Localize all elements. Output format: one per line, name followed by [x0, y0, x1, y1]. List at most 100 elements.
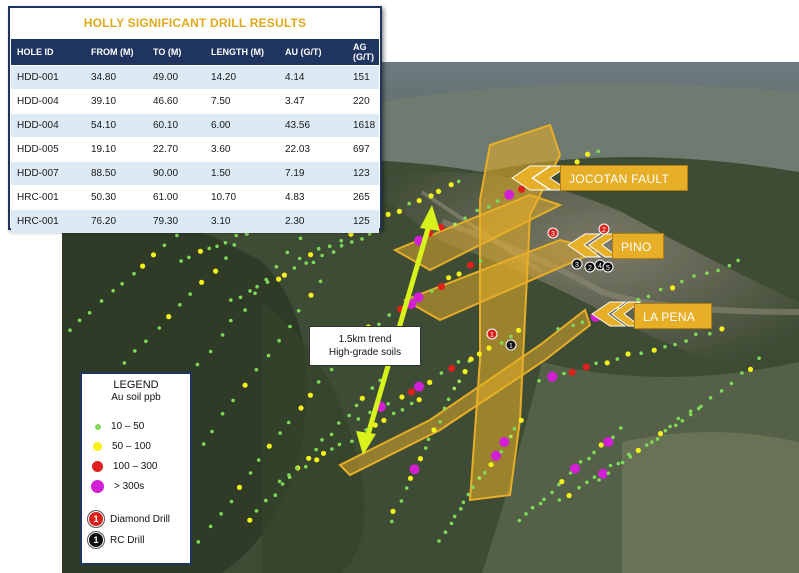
table-cell: HDD-007: [11, 161, 85, 186]
soil-sample-dot: [292, 266, 297, 270]
column-header: TO (M): [147, 39, 205, 66]
soil-sample-dot: [448, 182, 454, 188]
table-cell: 50.30: [85, 185, 147, 210]
legend-drill-label: Diamond Drill: [110, 513, 171, 525]
soil-sample-dot: [304, 261, 309, 265]
column-header: FROM (M): [85, 39, 147, 66]
soil-sample-dot: [499, 449, 504, 454]
legend-subtitle: Au soil ppb: [111, 392, 161, 403]
rc-drill-marker: 1: [505, 339, 517, 351]
soil-sample-dot: [459, 507, 463, 511]
soil-sample-dot: [404, 486, 409, 490]
soil-samples: [68, 149, 761, 544]
soil-sample-dot: [604, 360, 610, 366]
soil-sample-dot: [133, 349, 137, 353]
soil-sample-dot: [562, 371, 566, 376]
soil-sample-dot: [603, 437, 614, 447]
table-row: HRC-001 76.20 79.30 3.10 2.30 125: [11, 209, 379, 233]
soil-sample-dot: [557, 498, 562, 502]
soil-sample-dot: [542, 497, 546, 502]
soil-sample-dot: [318, 279, 323, 284]
soil-sample-dot: [407, 201, 412, 206]
soil-sample-dot: [619, 426, 623, 430]
table-cell: 79.30: [147, 209, 205, 233]
table-cell: 90.00: [147, 161, 205, 186]
soil-sample-dot: [499, 341, 504, 345]
soil-sample-dot: [639, 351, 643, 356]
soil-sample-dot: [207, 246, 211, 251]
soil-sample-dot: [646, 294, 651, 299]
column-header: AU (G/T): [279, 39, 347, 66]
soil-sample-dot: [416, 397, 422, 403]
soil-sample-dot: [224, 256, 228, 260]
soil-sample-dot: [556, 327, 560, 331]
soil-sample-dot: [407, 475, 414, 481]
soil-sample-dot: [140, 263, 146, 269]
soil-sample-dot: [179, 259, 183, 263]
soil-sample-dot: [308, 252, 314, 258]
trend-callout: 1.5km trend High-grade soils: [309, 326, 421, 366]
soil-sample-dot: [688, 409, 693, 414]
soil-sample-dot: [330, 447, 334, 451]
diamond-drill-marker: 3: [547, 227, 559, 239]
soil-sample-dot: [367, 232, 372, 236]
soil-sample-dot: [530, 505, 535, 510]
soil-sample-dot: [399, 499, 404, 503]
soil-sample-dot: [277, 338, 281, 343]
drill-results-title: HOLLY SIGNIFICANT DRILL RESULTS: [83, 16, 307, 30]
table-row: HDD-004 54.10 60.10 6.00 43.56 1618: [11, 113, 379, 138]
soil-sample-dot: [243, 308, 247, 312]
soil-sample-dot: [559, 479, 565, 485]
soil-sample-dot: [417, 456, 423, 462]
soil-sample-dot: [223, 241, 228, 245]
soil-sample-dot: [663, 428, 668, 433]
rc-drill-marker: 4: [594, 259, 606, 271]
soil-sample-dot: [354, 403, 359, 408]
soil-sample-dot: [499, 437, 510, 447]
rc-drill-marker: 5: [602, 261, 614, 273]
table-cell: HDD-001: [11, 65, 85, 90]
legend-item: 100 – 300: [92, 461, 158, 472]
soil-sample-dot: [461, 500, 466, 505]
soil-sample-dot: [350, 439, 354, 444]
svg-text:1: 1: [509, 343, 513, 350]
soil-sample-dot: [615, 357, 620, 361]
soil-sample-dot: [296, 309, 301, 313]
soil-sample-dot: [594, 361, 598, 366]
soil-sample-dot: [518, 185, 525, 193]
soil-sample-dot: [740, 371, 744, 375]
soil-sample-dot: [537, 379, 541, 383]
table-cell: 1.50: [205, 161, 279, 186]
soil-sample-dot: [399, 394, 405, 400]
soil-sample-dot: [195, 362, 200, 367]
table-cell: 22.03: [279, 137, 347, 162]
soil-sample-dot: [196, 540, 201, 544]
soil-sample-dot: [314, 457, 320, 463]
soil-sample-dot: [255, 284, 259, 289]
soil-sample-dot: [400, 408, 405, 412]
soil-sample-dot: [658, 287, 663, 292]
soil-sample-dot: [162, 243, 167, 248]
soil-sample-dot: [314, 447, 319, 452]
soil-sample-dot: [598, 468, 608, 479]
table-cell: 125: [347, 209, 379, 233]
soil-sample-dot: [377, 322, 381, 327]
soil-sample-dot: [248, 471, 253, 475]
legend-drill-label: RC Drill: [110, 534, 145, 546]
fault-label-pino: PINO: [612, 233, 664, 259]
soil-sample-dot: [215, 244, 219, 249]
soil-sample-dot: [350, 240, 354, 244]
trend-callout-line1: 1.5km trend: [338, 334, 392, 345]
soil-sample-dot: [580, 320, 585, 325]
soil-sample-dot: [663, 344, 667, 349]
soil-sample-dot: [277, 479, 282, 484]
table-cell: 7.19: [279, 161, 347, 186]
soil-sample-dot: [120, 282, 124, 286]
diamond-drill-marker: 2: [598, 223, 610, 235]
soil-sample-dot: [157, 326, 162, 330]
soil-sample-dot: [547, 371, 558, 382]
table-cell: 10.70: [205, 185, 279, 210]
soil-sample-dot: [77, 318, 82, 323]
soil-sample-dot: [295, 466, 299, 471]
soil-sample-dot: [232, 243, 237, 247]
